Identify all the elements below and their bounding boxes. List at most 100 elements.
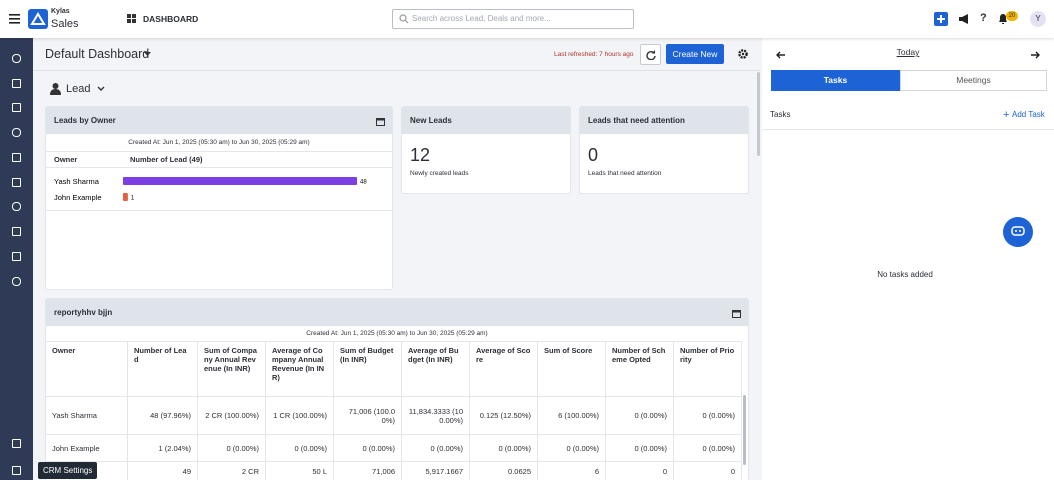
- nav-icon[interactable]: [12, 178, 21, 187]
- column-header: [46, 151, 392, 168]
- nav-icon[interactable]: [12, 153, 21, 162]
- logo[interactable]: [28, 9, 48, 29]
- top-bar: Kylas Sales DASHBOARD Search across Lead…: [0, 0, 1054, 38]
- brand: Sales: [51, 18, 79, 30]
- scrollbar: [743, 395, 746, 465]
- tooltip: CRM Settings: [38, 462, 98, 479]
- help-icon[interactable]: ?: [980, 12, 987, 24]
- divider: [33, 70, 760, 71]
- value-label: 48: [360, 180, 367, 186]
- table-cell: 0 (0.00%): [333, 434, 402, 462]
- table-cell: 0.0625: [469, 461, 538, 480]
- table-cell: 0: [605, 461, 674, 480]
- table-cell: 2 CR: [197, 461, 266, 480]
- section-label: Tasks: [770, 110, 791, 119]
- notification-badge: 20: [1006, 11, 1018, 21]
- nav-icon[interactable]: [12, 466, 21, 475]
- table-cell: 0 (0.00%): [537, 434, 606, 462]
- table-cell: 49: [127, 461, 198, 480]
- prev-arrow[interactable]: [776, 51, 786, 59]
- dashboard-icon: [127, 14, 136, 23]
- divider: [762, 129, 1054, 130]
- nav-icon[interactable]: [12, 54, 21, 63]
- table-cell: 0 (0.00%): [605, 434, 674, 462]
- person-icon: [50, 83, 61, 95]
- kpi-value: 0: [588, 145, 599, 165]
- created-at: Created At: Jun 1, 2025 (05:30 am) to Ju…: [306, 330, 488, 337]
- bar-chart: Yash Sharma 48 John Example 1: [54, 177, 367, 202]
- side-panel: Today Tasks Meetings Tasks + Add Task No…: [762, 38, 1054, 480]
- column-header: Average of Company Annual Revenue (In IN…: [265, 341, 334, 397]
- new-leads-widget: New Leads 12 Newly created leads: [401, 106, 571, 194]
- table-cell: 0 (0.00%): [673, 434, 742, 462]
- nav-icon[interactable]: [12, 79, 21, 88]
- header-row: Owner Number of Lead Sum of Company Annual…: [46, 341, 742, 397]
- bar: [123, 193, 128, 201]
- nav-icon[interactable]: [12, 277, 21, 286]
- next-arrow[interactable]: [1030, 51, 1040, 59]
- calendar-icon[interactable]: [732, 309, 741, 318]
- chat-icon: [1011, 226, 1025, 236]
- nav-icon[interactable]: [12, 202, 21, 211]
- column-header: Sum of Budget (In INR): [333, 341, 402, 397]
- column-label: Number of Lead (49): [130, 155, 203, 164]
- avatar[interactable]: Y: [1030, 11, 1046, 27]
- column-header: Number of Priority: [673, 341, 742, 397]
- empty-state: No tasks added: [877, 270, 933, 279]
- add-icon[interactable]: +: [1003, 109, 1010, 121]
- create-new-button[interactable]: Create New: [666, 44, 724, 64]
- nav-icon[interactable]: [12, 439, 21, 448]
- column-header: Sum of Score: [537, 341, 606, 397]
- report-table: Owner Number of Lead Sum of Company Annual…: [46, 341, 742, 480]
- column-header: Owner: [46, 341, 128, 397]
- menu-icon[interactable]: [9, 13, 21, 25]
- chat-button[interactable]: [1003, 217, 1033, 247]
- calendar-icon[interactable]: [376, 117, 385, 126]
- search-box[interactable]: Search across Lead, Deals and more...: [392, 9, 634, 29]
- table-cell: John Example: [46, 434, 128, 462]
- widget-title: Leads that need attention: [580, 107, 748, 134]
- table-cell: 48 (97.96%): [127, 396, 198, 435]
- nav-icon[interactable]: [12, 103, 21, 112]
- widget-title: reportyhhv bjjn: [46, 299, 748, 326]
- owner-label: Yash Sharma: [54, 177, 100, 186]
- column-header: Number of Scheme Opted: [605, 341, 674, 397]
- table-cell: 2 CR (100.00%): [197, 396, 266, 435]
- column-header: Average of Score: [469, 341, 538, 397]
- table-cell: 11,834.3333 (100.00%): [401, 396, 470, 435]
- search-placeholder: Search across Lead, Deals and more...: [412, 14, 551, 23]
- add-icon[interactable]: [934, 12, 948, 26]
- table-cell: 50 L: [265, 461, 334, 480]
- column-label: Owner: [54, 155, 78, 164]
- table-cell: 0 (0.00%): [605, 396, 674, 435]
- entity-selector[interactable]: Lead: [66, 83, 91, 95]
- widget-title: New Leads: [402, 107, 570, 134]
- created-at: Created At: Jun 1, 2025 (05:30 am) to Ju…: [128, 139, 310, 146]
- scrollbar: [757, 72, 760, 156]
- date-label[interactable]: Today: [896, 47, 920, 57]
- tab[interactable]: Tasks: [771, 70, 900, 91]
- nav-icon[interactable]: [12, 227, 21, 236]
- add-task[interactable]: Add Task: [1012, 110, 1045, 119]
- tab[interactable]: Meetings: [900, 70, 1047, 91]
- table-row: Yash Sharma 48 (97.96%) 2 CR (100.00%) 1 CR…: [46, 396, 742, 435]
- column-header: Average of Budget (In INR): [401, 341, 470, 397]
- column-header: Sum of Company Annual Revenue (In INR): [197, 341, 266, 397]
- bell-icon[interactable]: [997, 13, 1009, 25]
- table-cell: 6: [537, 461, 606, 480]
- caret: [144, 52, 151, 56]
- settings-icon[interactable]: [738, 49, 748, 59]
- value-label: 1: [131, 196, 135, 202]
- announce-icon[interactable]: [958, 13, 970, 25]
- table-row: 49 2 CR 50 L 71,006 5,917.1667 0.0625 6 0 0: [46, 461, 742, 480]
- refresh-button[interactable]: [640, 44, 661, 65]
- nav-icon[interactable]: [12, 128, 21, 137]
- table-cell: 71,006: [333, 461, 402, 480]
- refresh-icon: [646, 50, 656, 60]
- nav-icon[interactable]: [12, 252, 21, 261]
- dashboard-title[interactable]: Default Dashboard: [45, 47, 150, 61]
- table-cell: 0 (0.00%): [401, 434, 470, 462]
- row-divider: [46, 210, 392, 211]
- column-header: Number of Lead: [127, 341, 198, 397]
